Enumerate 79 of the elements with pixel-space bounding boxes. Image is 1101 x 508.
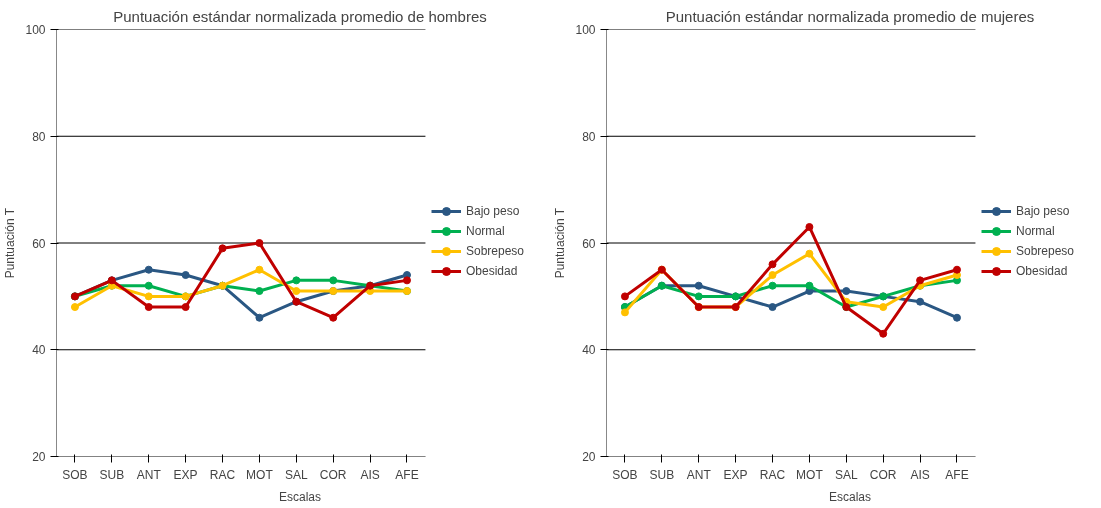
- point: [805, 249, 814, 258]
- x-tick-label: MOT: [796, 467, 824, 482]
- point: [620, 308, 629, 317]
- x-tick-label: MOT: [246, 467, 274, 482]
- point: [768, 303, 777, 312]
- y-tick-label: 40: [582, 343, 596, 358]
- x-tick-label: AIS: [360, 467, 380, 482]
- point: [879, 303, 888, 312]
- legend-label: Sobrepeso: [466, 244, 525, 258]
- point: [255, 313, 264, 322]
- x-tick-label: EXP: [173, 467, 198, 482]
- point: [181, 271, 190, 280]
- x-tick-label: COR: [319, 467, 347, 482]
- y-tick-label: 60: [32, 236, 46, 251]
- x-tick-label: AIS: [910, 467, 930, 482]
- x-tick-label: SAL: [284, 467, 308, 482]
- legend-label: Bajo peso: [1016, 204, 1070, 218]
- x-tick-label: SOB: [62, 467, 88, 482]
- point: [144, 292, 153, 301]
- legend-label: Bajo peso: [466, 204, 520, 218]
- x-tick-label: EXP: [723, 467, 748, 482]
- x-tick-label: SUB: [99, 467, 125, 482]
- x-tick-label: RAC: [759, 467, 786, 482]
- x-tick-label: COR: [869, 467, 897, 482]
- x-tick-label: ANT: [686, 467, 712, 482]
- point: [70, 303, 79, 312]
- x-tick-label: RAC: [209, 467, 236, 482]
- point: [768, 271, 777, 280]
- point: [805, 222, 814, 231]
- x-tick-label: SAL: [834, 467, 858, 482]
- point: [329, 313, 338, 322]
- x-axis-title: Escalas: [278, 489, 322, 504]
- y-tick-label: 40: [32, 343, 46, 358]
- y-axis-title: Puntuación T: [553, 207, 568, 279]
- y-axis-title: Puntuación T: [3, 207, 18, 279]
- point: [255, 265, 264, 274]
- point: [329, 276, 338, 285]
- x-tick-label: AFE: [395, 467, 419, 482]
- y-tick-label: 20: [32, 450, 46, 464]
- y-tick-label: 80: [32, 129, 46, 144]
- point: [292, 287, 301, 296]
- legend-label: Obesidad: [466, 264, 518, 278]
- point: [181, 303, 190, 312]
- chart-title: Puntuación estándar normalizada promedio de mujeres: [665, 7, 1035, 25]
- y-tick-label: 60: [582, 236, 596, 251]
- y-tick-label: 20: [582, 450, 596, 464]
- legend-label: Normal: [1016, 224, 1055, 238]
- point: [768, 281, 777, 290]
- point: [805, 281, 814, 290]
- point: [952, 313, 961, 322]
- x-tick-label: SOB: [612, 467, 638, 482]
- point: [218, 244, 227, 253]
- legend-label: Obesidad: [1016, 264, 1068, 278]
- point: [402, 276, 411, 285]
- y-tick-label: 80: [582, 129, 596, 144]
- point: [952, 265, 961, 274]
- point: [292, 276, 301, 285]
- point: [694, 281, 703, 290]
- point: [255, 239, 264, 247]
- x-tick-label: SUB: [649, 467, 675, 482]
- point: [144, 265, 153, 274]
- point: [620, 292, 629, 301]
- point: [144, 281, 153, 290]
- point: [144, 303, 153, 312]
- point: [694, 292, 703, 301]
- x-tick-label: ANT: [136, 467, 162, 482]
- point: [916, 297, 925, 306]
- point: [842, 287, 851, 296]
- x-tick-label: AFE: [945, 467, 969, 482]
- legend-label: Normal: [466, 224, 505, 238]
- x-axis-title: Escalas: [828, 489, 872, 504]
- point: [879, 329, 888, 338]
- y-tick-label: 100: [575, 23, 596, 37]
- point: [916, 276, 925, 285]
- y-tick-label: 100: [25, 23, 46, 37]
- point: [255, 287, 264, 296]
- chart-title: Puntuación estándar normalizada promedio de hombres: [113, 7, 487, 25]
- point: [768, 260, 777, 269]
- legend-label: Sobrepeso: [1016, 244, 1075, 258]
